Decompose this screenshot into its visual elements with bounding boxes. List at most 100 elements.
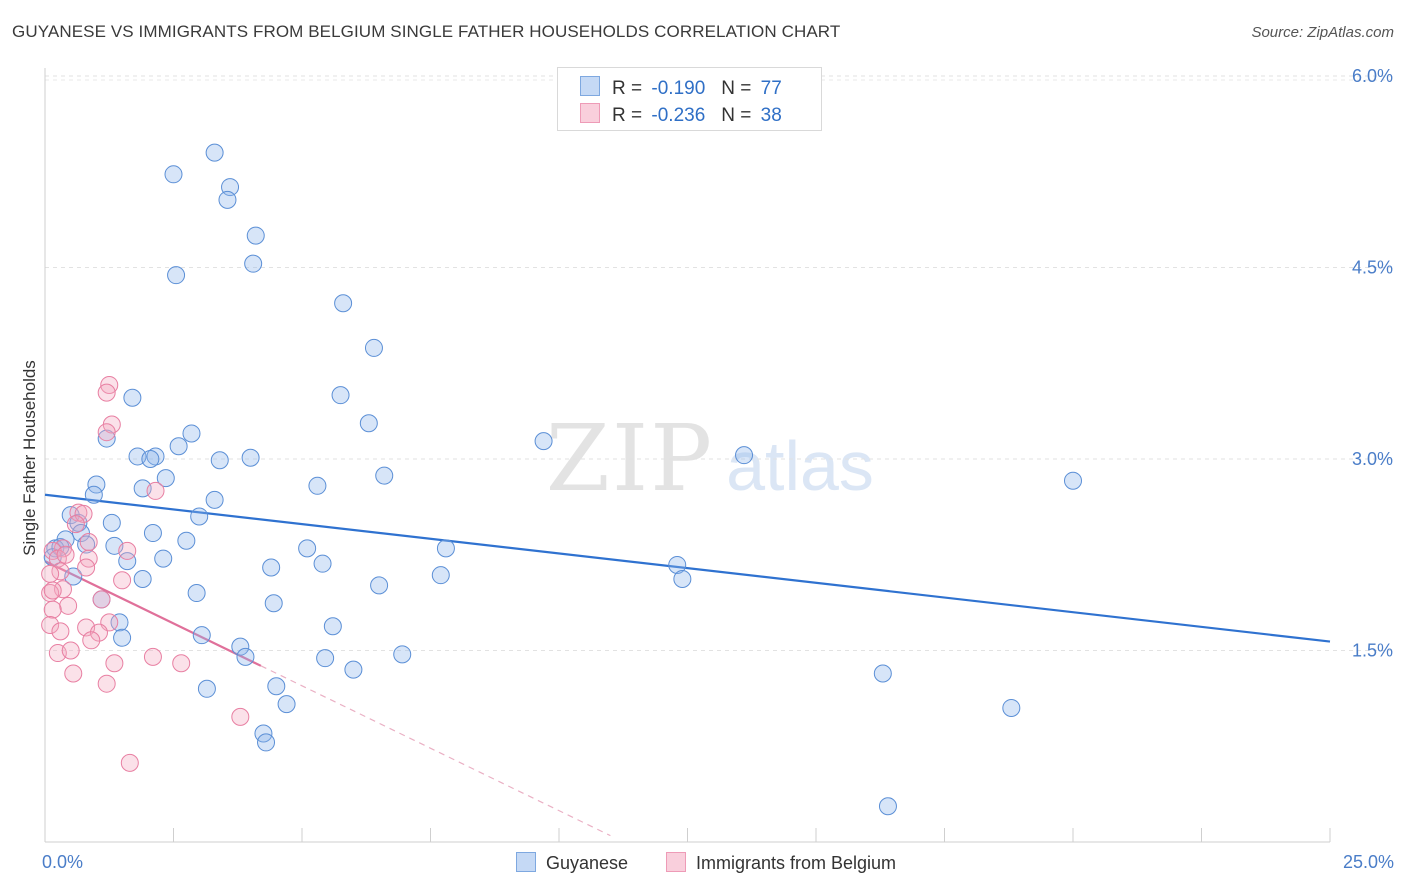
guyanese-point [123, 388, 142, 407]
belgium-point [43, 581, 62, 600]
legend-swatch-belgium [580, 103, 600, 123]
x-tick-left: 0.0% [42, 852, 84, 872]
guyanese-point [133, 570, 152, 589]
bottom-legend-belgium: Immigrants from Belgium [666, 852, 896, 874]
guyanese-point [236, 647, 255, 666]
belgium-point [105, 654, 124, 673]
guyanese-point [169, 437, 188, 456]
y-tick-label: 3.0% [1352, 449, 1393, 469]
bottom-legend-swatch-belgium [666, 852, 686, 872]
belgium-point [74, 504, 93, 523]
belgium-point [41, 564, 60, 583]
guyanese-point [668, 555, 687, 574]
guyanese-point [113, 628, 132, 647]
guyanese-point [1064, 471, 1082, 490]
belgium-point [97, 674, 116, 693]
belgium-point [231, 707, 250, 726]
guyanese-point [308, 476, 327, 495]
y-tick-labels: 1.5% 3.0% 4.5% 6.0% [1352, 66, 1393, 661]
guyanese-point [370, 576, 389, 595]
legend-r-label: R = [612, 105, 643, 126]
legend-n-value: 77 [760, 78, 782, 99]
trend-lines [44, 493, 1331, 837]
source-label: Source: ZipAtlas.com [1251, 24, 1394, 41]
guyanese-point [241, 448, 260, 467]
guyanese-trend-line [44, 493, 1331, 643]
guyanese-point [110, 613, 129, 632]
legend-n-value: 38 [760, 105, 782, 126]
legend-r-value: -0.190 [651, 78, 706, 99]
guyanese-point [187, 584, 206, 603]
guyanese-point [359, 414, 378, 433]
guyanese-point [143, 524, 162, 543]
guyanese-point [673, 570, 692, 589]
guyanese-point [177, 531, 196, 550]
guyanese-point [205, 143, 224, 162]
legend: R = -0.190 N = 77 R = -0.236 N = 38 [557, 67, 822, 131]
guyanese-point [1002, 698, 1021, 717]
bottom-legend-label: Guyanese [546, 853, 629, 873]
belgium-point [97, 423, 116, 442]
guyanese-point [218, 190, 237, 209]
guyanese-point [210, 451, 229, 470]
bottom-legend-label: Immigrants from Belgium [696, 853, 897, 873]
x-tick-right: 25.0% [1342, 852, 1394, 872]
guyanese-point [323, 617, 342, 636]
legend-row-belgium: R = -0.236 N = 38 [580, 103, 782, 127]
guyanese-point [735, 446, 754, 465]
legend-n-label: N = [721, 78, 752, 99]
data-points [41, 143, 1082, 816]
belgium-point [143, 647, 162, 666]
belgium-point [120, 753, 139, 772]
belgium-point [56, 545, 75, 564]
y-axis-label: Single Father Households [20, 360, 39, 556]
guyanese-point [146, 447, 165, 466]
guyanese-point [84, 485, 103, 504]
guyanese-point [97, 429, 116, 448]
guyanese-point [264, 594, 283, 613]
guyanese-point [878, 797, 897, 816]
axes [44, 68, 1331, 843]
legend-n-label: N = [721, 105, 752, 126]
guyanese-point [277, 695, 296, 714]
belgium-point [113, 571, 132, 590]
guyanese-point [164, 165, 183, 184]
guyanese-point [267, 677, 286, 696]
guyanese-point [182, 424, 201, 443]
legend-swatch-guyanese [580, 76, 600, 96]
guyanese-point [118, 552, 137, 571]
bottom-legend-guyanese: Guyanese [516, 852, 628, 874]
belgium-point [51, 622, 70, 641]
legend-row-guyanese: R = -0.190 N = 77 [580, 76, 782, 100]
guyanese-point [344, 660, 363, 679]
guyanese-point [534, 432, 553, 451]
belgium-point [97, 383, 116, 402]
guyanese-point [167, 266, 186, 285]
belgium-point [41, 615, 60, 634]
belgium-point [59, 596, 78, 615]
guyanese-point [197, 679, 216, 698]
belgium-trend-extension [260, 665, 611, 837]
grid-lines [45, 75, 1392, 651]
guyanese-point [298, 539, 317, 558]
belgium-point [51, 562, 70, 581]
watermark-atlas: atlas [726, 427, 874, 505]
guyanese-point [262, 558, 281, 577]
belgium-point [172, 654, 191, 673]
guyanese-point [77, 535, 96, 554]
guyanese-point [334, 294, 353, 313]
guyanese-point [154, 549, 173, 568]
guyanese-point [246, 226, 265, 245]
belgium-point [82, 631, 101, 650]
guyanese-point [316, 649, 335, 668]
guyanese-point [192, 626, 211, 645]
guyanese-point [141, 450, 160, 468]
belgium-point [64, 664, 83, 683]
guyanese-point [231, 637, 250, 656]
guyanese-point [87, 475, 106, 494]
guyanese-point [331, 386, 350, 405]
belgium-point [92, 590, 111, 609]
guyanese-point [244, 254, 263, 273]
guyanese-point [190, 507, 209, 526]
